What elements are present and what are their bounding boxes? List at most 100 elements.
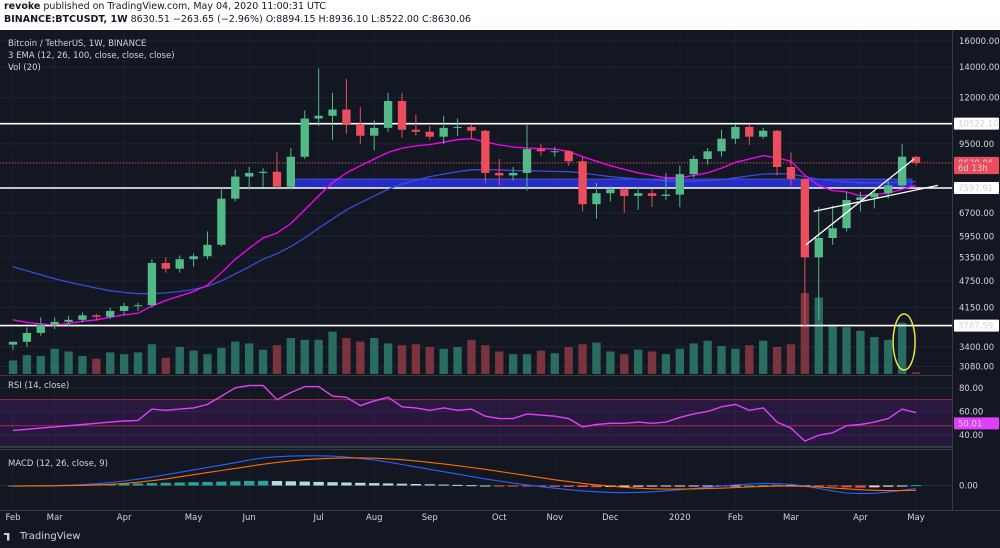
macd-histogram-bar <box>396 483 408 486</box>
volume-bar <box>175 347 184 374</box>
candle-body <box>772 130 782 168</box>
macd-histogram-bar <box>758 485 769 487</box>
candle-body <box>342 109 351 125</box>
tradingview-brand[interactable]: TradingView <box>4 531 80 542</box>
price-badge <box>954 182 999 195</box>
volume-bar <box>467 339 476 374</box>
macd-histogram-bar <box>910 485 922 487</box>
time-axis-label: Apr <box>853 513 868 523</box>
price-badge <box>954 162 999 175</box>
price-tick-label: 3400.00 <box>959 343 994 353</box>
volume-bar <box>92 358 101 374</box>
volume-bar <box>189 350 198 374</box>
candle-body <box>300 118 309 157</box>
candle-body <box>717 138 726 152</box>
candle-body <box>383 100 393 128</box>
volume-bar <box>592 342 601 374</box>
macd-histogram-bar <box>827 485 838 487</box>
volume-bar <box>620 354 629 374</box>
publisher-name[interactable]: revoke <box>4 1 41 12</box>
candle-body <box>467 126 476 131</box>
volume-bar <box>870 337 879 374</box>
macd-histogram-bar <box>521 485 533 487</box>
volume-bar <box>772 347 782 374</box>
macd-histogram-bar <box>813 485 824 487</box>
price-tick-label: 14000.00 <box>959 63 1000 73</box>
macd-histogram-bar <box>744 485 755 487</box>
candle-body <box>495 172 504 176</box>
price-badge-label: 7597.91 <box>958 184 993 194</box>
volume-bar <box>745 345 754 374</box>
candle-body <box>759 130 768 137</box>
brand-label: TradingView <box>20 531 81 542</box>
volume-bar <box>884 339 893 374</box>
time-axis-label: Feb <box>5 513 20 523</box>
candle-body <box>703 151 712 159</box>
rsi-tick-label: 40.00 <box>959 431 983 441</box>
candle-body <box>550 151 559 153</box>
rsi-value-badge <box>954 417 999 430</box>
chart-legend-line: Vol (20) <box>8 63 41 73</box>
macd-histogram-bar <box>883 485 894 487</box>
macd-histogram-bar <box>507 485 519 487</box>
rsi-band <box>0 399 952 447</box>
volume-bar <box>661 354 671 374</box>
volume-bar <box>481 345 490 374</box>
volume-bar <box>814 297 823 374</box>
candle-body <box>675 174 684 195</box>
candle-body <box>22 332 32 342</box>
volume-bar <box>258 349 268 374</box>
time-axis-label: Sep <box>422 513 438 523</box>
volume-bar <box>106 352 115 374</box>
candle-body <box>314 115 323 119</box>
candle-body <box>814 237 823 258</box>
macd-histogram-bar <box>577 485 588 487</box>
candle-body <box>411 129 421 132</box>
macd-histogram-bar <box>285 481 297 486</box>
volume-bar <box>133 352 143 374</box>
candle-body <box>272 171 282 187</box>
ema-12-line <box>12 138 917 326</box>
macd-histogram-bar <box>257 480 269 486</box>
macd-histogram-bar <box>896 485 908 487</box>
ohlc-readout: 8630.51 −263.65 (−2.96%) O:8894.15 H:893… <box>130 14 472 25</box>
rsi-tick-label: 60.00 <box>959 408 983 418</box>
volume-bar <box>633 349 643 374</box>
candle-body <box>119 306 129 311</box>
macd-histogram-bar <box>674 485 685 487</box>
time-axis-label: Jul <box>312 513 323 523</box>
volume-bar <box>842 327 851 374</box>
macd-histogram-bar <box>702 485 713 487</box>
volume-bar <box>550 353 559 374</box>
candle-body <box>828 228 837 238</box>
macd-histogram-bar <box>160 482 171 486</box>
candle-body <box>106 310 115 317</box>
candle-body <box>161 262 170 269</box>
volume-bar <box>759 340 768 374</box>
macd-histogram-bar <box>438 484 449 486</box>
macd-histogram-bar <box>660 485 672 487</box>
volume-bar <box>786 344 796 374</box>
candle-body <box>370 127 379 136</box>
publication-header: revoke published on TradingView.com, May… <box>0 0 1000 30</box>
volume-bar <box>147 344 157 374</box>
candle-body <box>592 193 601 205</box>
candle-body <box>536 149 546 152</box>
time-axis-label: Dec <box>602 513 619 523</box>
candle-body <box>661 194 671 196</box>
price-tick-label: 4150.00 <box>959 304 994 314</box>
candle-body <box>647 193 657 196</box>
macd-histogram-bar <box>424 484 435 486</box>
candle-body <box>633 193 643 196</box>
rsi-title: RSI (14, close) <box>8 381 69 391</box>
macd-histogram-bar <box>146 483 158 486</box>
macd-histogram-bar <box>646 485 658 487</box>
macd-histogram-bar <box>382 483 394 486</box>
volume-bar <box>231 341 240 374</box>
candle-body <box>578 161 587 205</box>
volume-bar <box>217 347 226 374</box>
candle-body <box>64 319 73 322</box>
volume-bar <box>911 372 921 374</box>
rsi-line <box>12 384 917 442</box>
